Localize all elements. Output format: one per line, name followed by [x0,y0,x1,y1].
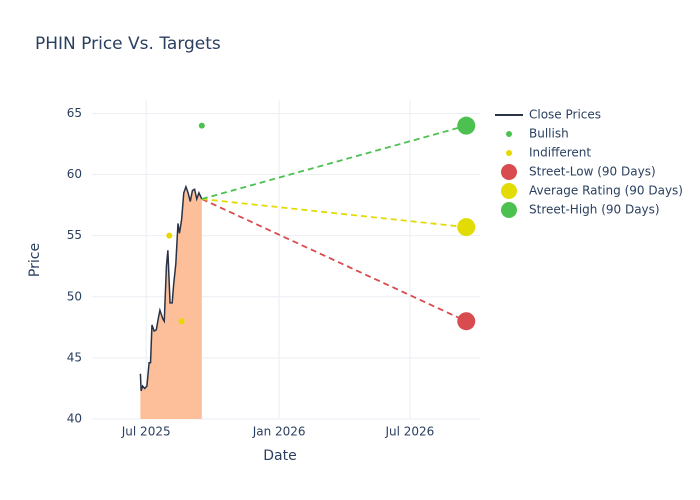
y-tick-label: 45 [67,350,82,364]
legend-symbol [501,202,517,218]
price-line [139,184,203,392]
y-axis-title: Price [27,243,43,277]
x-tick-label: Jul 2026 [384,425,434,439]
target-line [201,124,467,200]
legend-label: Bullish [529,127,569,141]
legend-label: Average Rating (90 Days) [529,184,683,198]
target-line [201,198,467,323]
legend-symbol [506,131,512,137]
legend-symbol [501,164,517,180]
legend-symbol [506,150,512,156]
rating-dot [166,232,173,239]
legend-label: Close Prices [529,108,601,122]
x-axis-title: Date [263,448,296,464]
y-tick-label: 50 [67,289,82,303]
y-tick-label: 55 [67,228,82,242]
x-tick-label: Jul 2025 [121,425,171,439]
legend-label: Street-High (90 Days) [529,203,660,217]
rating-dot [178,318,185,325]
y-tick-label: 65 [67,106,82,120]
target-marker [457,312,476,331]
legend-label: Street-Low (90 Days) [529,165,656,179]
target-marker [457,218,476,237]
rating-dot [198,122,205,129]
y-tick-label: 60 [67,167,82,181]
y-tick-label: 40 [67,412,82,426]
chart-title: PHIN Price Vs. Targets [35,34,221,54]
legend-label: Indifferent [529,146,591,160]
legend-symbol [501,183,517,199]
x-tick-label: Jan 2026 [252,425,306,439]
target-marker [457,116,476,135]
target-line [201,198,467,229]
